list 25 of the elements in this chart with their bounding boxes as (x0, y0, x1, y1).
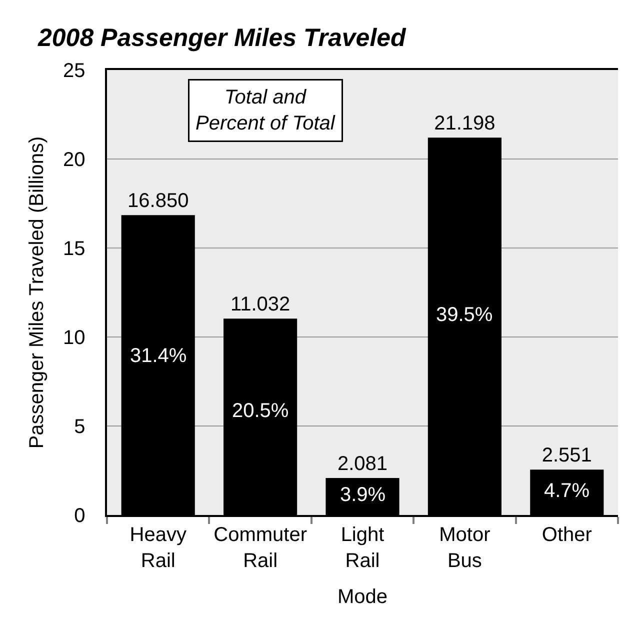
data-label: 2.551 (542, 444, 592, 467)
y-tick-label: 5 (74, 416, 86, 438)
annotation: 3.9% (340, 484, 386, 506)
y-axis-title: Passenger Miles Traveled (Billions) (26, 136, 48, 449)
data-label: 2.081 (337, 452, 388, 475)
x-axis-title: Mode (337, 586, 388, 608)
data-label: 11.032 (230, 294, 290, 316)
annotation: Total and Percent of Total (196, 86, 336, 134)
data-label: 21.198 (434, 112, 496, 135)
annotation: 39.5% (436, 304, 493, 326)
chart-title: 2008 Passenger Miles Traveled (37, 24, 407, 52)
y-tick-label: 0 (74, 505, 86, 527)
x-tick-label: Commuter Rail (214, 524, 308, 572)
annotation: 20.5% (232, 400, 289, 422)
x-tick-label: Light Rail (340, 524, 385, 572)
x-tick-label: Other (542, 524, 592, 546)
annotation: 4.7% (544, 480, 590, 502)
y-tick-label: 10 (63, 327, 86, 349)
y-tick-label: 20 (63, 149, 86, 171)
y-tick-label: 25 (63, 60, 86, 82)
data-label: 16.850 (128, 190, 189, 212)
x-tick-label: Heavy Rail (130, 524, 186, 572)
y-tick-label: 15 (63, 238, 86, 260)
annotation: 31.4% (130, 345, 187, 367)
x-tick-label: Motor Bus (439, 524, 491, 572)
